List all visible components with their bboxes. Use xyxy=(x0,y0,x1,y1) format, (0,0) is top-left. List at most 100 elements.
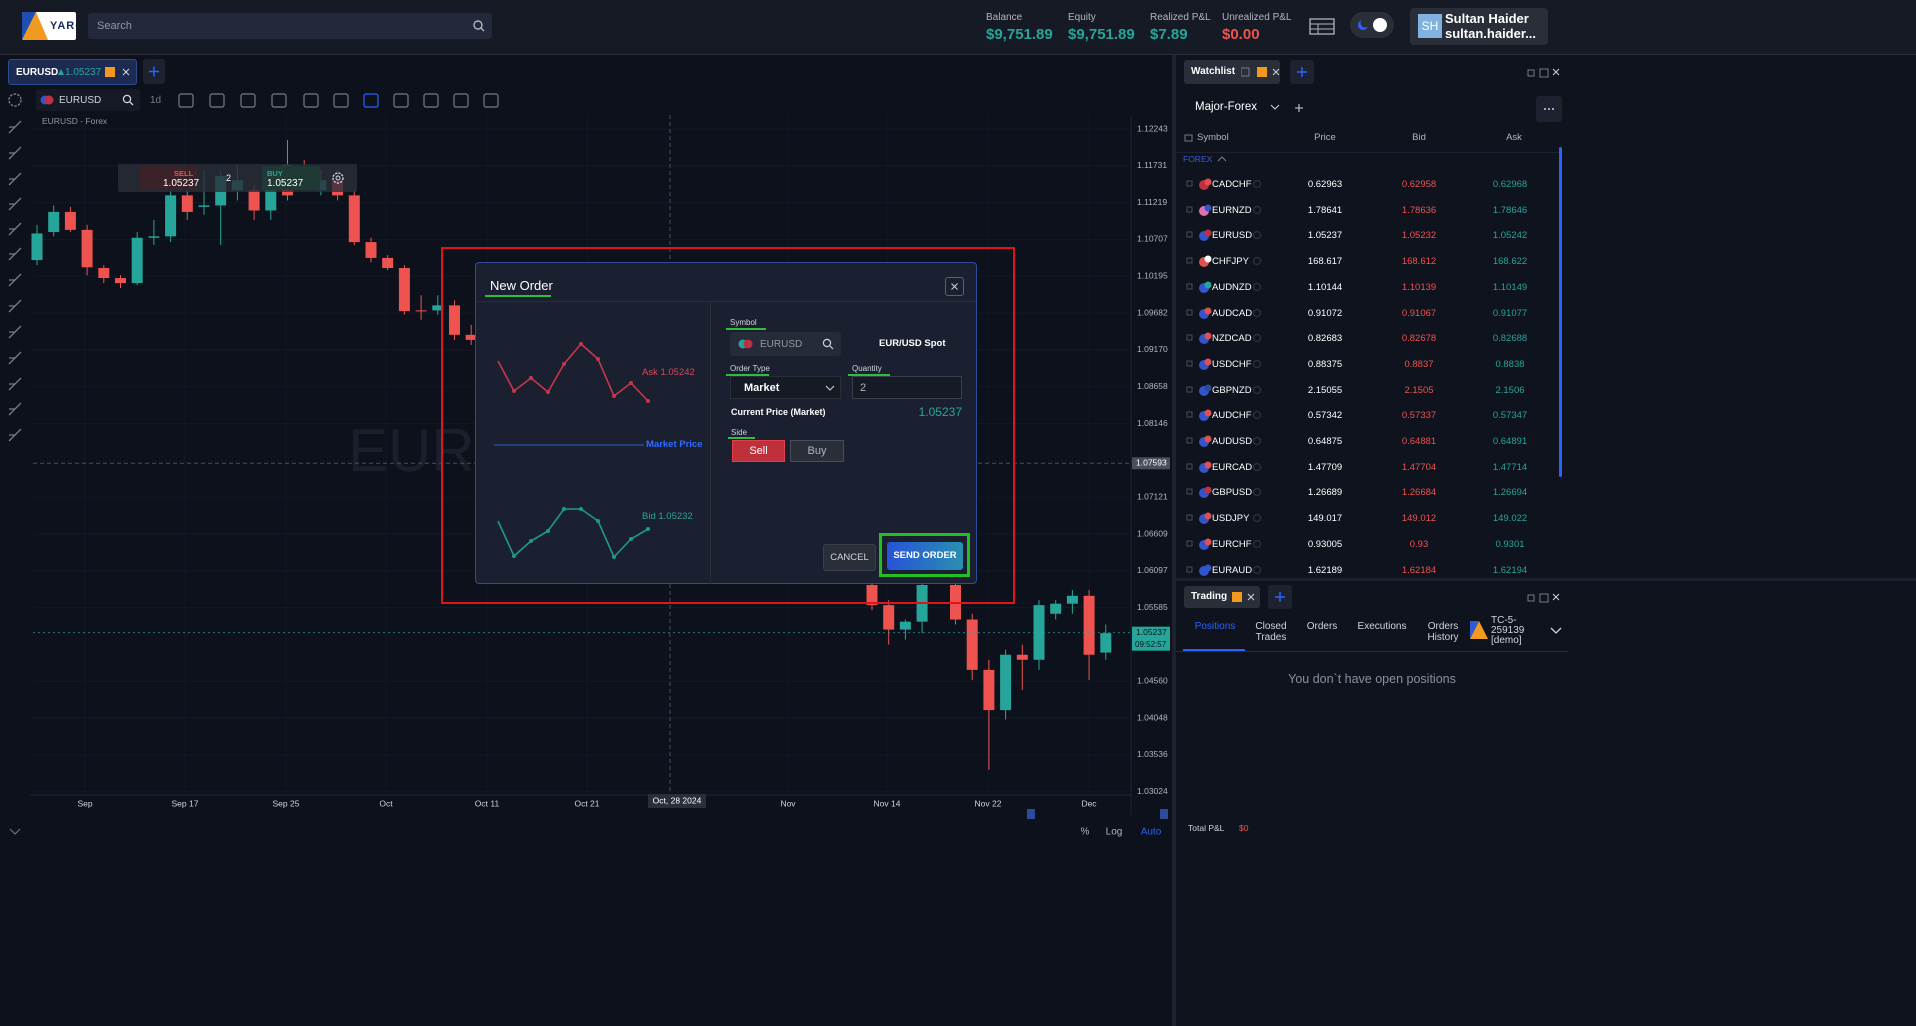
row-symbol[interactable]: GBPUSD xyxy=(1212,487,1253,499)
window-icons[interactable] xyxy=(1526,592,1916,604)
scale-option[interactable]: Log xyxy=(1106,827,1123,838)
buy-box[interactable]: BUY 1.05237 xyxy=(262,166,320,190)
row-symbol[interactable]: CHFJPY xyxy=(1212,256,1249,268)
list-controls[interactable] xyxy=(1270,102,1310,114)
symbol-field[interactable]: EURUSD xyxy=(730,332,841,356)
price-preview xyxy=(494,342,650,559)
scrollbar[interactable] xyxy=(1559,147,1562,477)
row-symbol[interactable]: AUDCHF xyxy=(1212,410,1252,422)
candle-body xyxy=(131,237,143,284)
window-icons[interactable] xyxy=(1526,67,1916,79)
row-symbol[interactable]: CADCHF xyxy=(1212,179,1252,190)
row-icons xyxy=(1186,358,1212,370)
close-button[interactable] xyxy=(945,277,964,296)
row-price: 0.82683 xyxy=(1307,333,1343,345)
add-trading[interactable] xyxy=(1268,585,1292,609)
checkbox xyxy=(1186,334,1193,341)
toolbar-icon xyxy=(333,93,349,108)
more-button[interactable] xyxy=(1536,96,1562,122)
row-symbol[interactable]: EURCAD xyxy=(1212,461,1253,473)
quick-quantity[interactable]: 2 xyxy=(226,173,232,183)
row-bid: 0.93 xyxy=(1409,538,1429,550)
scroll-handle xyxy=(1027,809,1035,819)
interval[interactable]: 1d xyxy=(150,95,162,106)
chart-tab[interactable]: EURUSD 1.05237 xyxy=(8,59,137,85)
row-symbol[interactable]: EURUSD xyxy=(1212,230,1253,242)
trading-subtab[interactable]: Positions xyxy=(1194,621,1236,632)
order-dialog: New Order Ask 1.05242 Market Price Bid 1… xyxy=(475,262,977,584)
trading-subtab[interactable]: Orders History xyxy=(1427,621,1459,643)
row-ask: 0.64891 xyxy=(1492,436,1528,447)
chart: 1.12243 1.11731 1.11219 1.10707 1.10195 1.096… xyxy=(8,93,1170,838)
cancel-button[interactable]: CANCEL xyxy=(823,544,876,571)
row-symbol[interactable]: GBPNZD xyxy=(1212,384,1252,396)
checkbox xyxy=(1186,360,1193,367)
flag xyxy=(1204,307,1212,314)
order-type-select[interactable]: Market xyxy=(730,376,841,399)
row-price: 1.05237 xyxy=(1307,230,1343,242)
group-label[interactable]: FOREX xyxy=(1183,154,1213,164)
flag xyxy=(1204,255,1212,263)
row-symbol[interactable]: AUDNZD xyxy=(1212,281,1252,293)
unrealized-value: $0.00 xyxy=(1222,26,1260,43)
sell-button[interactable]: Sell xyxy=(732,440,785,462)
sell-box[interactable]: SELL 1.05237 xyxy=(140,166,200,190)
trading-tab[interactable]: Trading xyxy=(1184,586,1260,608)
account-chevron[interactable] xyxy=(1550,627,1562,635)
row-symbol[interactable]: USDJPY xyxy=(1212,513,1250,525)
trading-subtab[interactable]: Executions xyxy=(1357,621,1407,632)
trading-panel: Trading TC-5-259139 [demo] You don`t hav… xyxy=(1176,581,1916,1026)
watchlist-tab[interactable]: Watchlist xyxy=(1184,60,1280,84)
flag xyxy=(1204,409,1212,417)
row-symbol[interactable]: AUDUSD xyxy=(1212,436,1253,447)
row-symbol[interactable]: AUDCAD xyxy=(1212,307,1253,319)
row-icons xyxy=(1186,512,1212,525)
sell-price: 1.05237 xyxy=(163,178,200,189)
current-price: 1.05237 xyxy=(918,405,962,419)
more-icon xyxy=(1544,108,1554,110)
row-symbol[interactable]: EURNZD xyxy=(1212,204,1252,216)
add-tab[interactable] xyxy=(143,59,165,84)
scale-option[interactable]: % xyxy=(1081,827,1090,838)
price-tick-label: 1.07121 xyxy=(1137,491,1168,501)
price-tick-label: 1.04560 xyxy=(1137,676,1168,686)
highlight-box xyxy=(441,247,1015,604)
symbol-box[interactable]: EURUSD xyxy=(36,89,140,111)
candle-body xyxy=(382,257,394,268)
unrealized-label: Unrealized P&L xyxy=(1222,12,1292,23)
panel-divider xyxy=(1176,578,1916,581)
trading-subtab[interactable]: Orders xyxy=(1306,621,1338,632)
checkbox xyxy=(1186,206,1193,213)
theme-toggle[interactable] xyxy=(1350,12,1394,38)
add-watchlist[interactable] xyxy=(1290,60,1314,84)
send-order-button[interactable]: SEND ORDER xyxy=(887,542,963,570)
settings-icon[interactable] xyxy=(331,171,345,185)
status-ring xyxy=(1252,462,1262,471)
row-ask: 1.26694 xyxy=(1492,487,1528,499)
search-box[interactable]: Search xyxy=(88,13,492,39)
user-box[interactable]: SH Sultan Haider sultan.haider... xyxy=(1410,8,1548,45)
price-tick-label: 1.06097 xyxy=(1137,565,1168,575)
layout-icon[interactable] xyxy=(1309,18,1335,35)
row-symbol[interactable]: EURAUD xyxy=(1212,564,1253,576)
plus-icon xyxy=(1297,67,1307,77)
candle-body xyxy=(64,211,76,230)
status-dot xyxy=(1252,462,1262,471)
row-ask: 0.82688 xyxy=(1492,333,1528,345)
drawing-tool xyxy=(8,377,22,391)
last-price-box xyxy=(1132,626,1170,651)
plus-icon xyxy=(1275,592,1285,602)
buy-button[interactable]: Buy xyxy=(790,440,844,462)
quantity-input[interactable]: 2 xyxy=(852,376,962,399)
candle-body xyxy=(348,195,360,243)
row-symbol[interactable]: USDCHF xyxy=(1212,358,1252,370)
list-name[interactable]: Major-Forex xyxy=(1195,101,1257,113)
candle-body xyxy=(165,195,177,237)
row-symbol[interactable]: EURCHF xyxy=(1212,538,1252,550)
crosshair-price: 1.07593 xyxy=(1136,458,1167,468)
trading-subtab[interactable]: Closed Trades xyxy=(1255,621,1287,643)
scale-option[interactable]: Auto xyxy=(1141,827,1162,838)
row-icons xyxy=(1186,178,1212,190)
account[interactable]: TC-5-259139 [demo] xyxy=(1491,615,1525,646)
row-symbol[interactable]: NZDCAD xyxy=(1212,333,1252,345)
